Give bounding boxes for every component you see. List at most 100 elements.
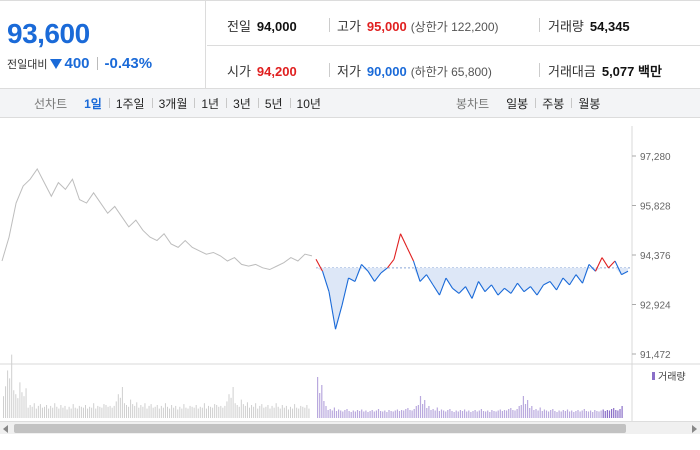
today-line-segment bbox=[523, 286, 531, 293]
volume-bar-prev bbox=[150, 404, 152, 418]
volume-bar-prev bbox=[306, 405, 308, 418]
today-line-segment bbox=[491, 284, 499, 296]
volume-legend-label: 거래량 bbox=[658, 371, 686, 383]
volume-bar-today bbox=[390, 411, 392, 418]
volume-bar-prev bbox=[87, 408, 89, 418]
volume-bar-today bbox=[392, 411, 394, 418]
period-5y[interactable]: 5년 bbox=[257, 95, 290, 112]
volume-bar-today bbox=[472, 411, 474, 418]
horizontal-scrollbar[interactable] bbox=[0, 421, 700, 434]
today-line-segment bbox=[465, 286, 473, 299]
volume-bar-today bbox=[373, 411, 375, 418]
volume-bar-prev bbox=[244, 405, 246, 418]
volume-bar-today bbox=[419, 396, 422, 418]
volume-bar-prev bbox=[29, 405, 31, 418]
volume-bar-today bbox=[377, 409, 380, 418]
volume-bar-today bbox=[459, 410, 461, 418]
volume-bar-today bbox=[487, 410, 489, 418]
volume-bar-today bbox=[606, 410, 608, 418]
volume-bar-prev bbox=[11, 354, 13, 418]
stat-label: 저가 bbox=[337, 64, 361, 79]
volume-bar-prev bbox=[103, 404, 105, 418]
volume-bar-today bbox=[333, 407, 335, 418]
volume-bar-today bbox=[510, 408, 512, 418]
volume-bar-prev bbox=[56, 406, 58, 418]
volume-bar-prev bbox=[164, 403, 166, 418]
volume-bar-prev bbox=[134, 405, 136, 418]
line-chart-group: 선차트 1일 1주일 3개월 1년 3년 5년 10년 bbox=[34, 89, 328, 118]
volume-bar-today bbox=[577, 410, 579, 418]
volume-bar-today bbox=[369, 411, 371, 418]
volume-bar-today bbox=[354, 411, 356, 418]
volume-bar-prev bbox=[236, 405, 238, 418]
volume-bar-prev bbox=[234, 403, 236, 418]
volume-bar-prev bbox=[146, 408, 148, 418]
today-line-segment bbox=[328, 291, 337, 330]
volume-bar-today bbox=[415, 406, 417, 418]
volume-bar-today bbox=[600, 410, 602, 418]
candle-monthly[interactable]: 월봉 bbox=[571, 95, 607, 112]
volume-bar-prev bbox=[99, 406, 101, 418]
volume-bar-today bbox=[405, 409, 407, 418]
volume-bar-prev bbox=[39, 404, 41, 418]
volume-bar-prev bbox=[232, 387, 234, 418]
stat-label: 전일 bbox=[227, 19, 251, 34]
volume-bar-prev bbox=[62, 407, 64, 418]
volume-bar-today bbox=[470, 412, 472, 418]
candle-chart-label: 봉차트 bbox=[456, 97, 490, 111]
volume-bar-today bbox=[352, 410, 354, 418]
volume-bar-today bbox=[319, 393, 321, 418]
chart-toolbar: 선차트 1일 1주일 3개월 1년 3년 5년 10년 봉차트 일봉 주봉 월봉 bbox=[0, 89, 700, 118]
volume-bar-prev bbox=[21, 392, 23, 418]
candle-weekly[interactable]: 주봉 bbox=[535, 95, 571, 112]
volume-bar-prev bbox=[109, 405, 111, 418]
volume-bar-prev bbox=[66, 409, 68, 418]
volume-bar-today bbox=[413, 409, 415, 418]
volume-bar-today bbox=[430, 410, 432, 418]
volume-bar-prev bbox=[72, 404, 74, 418]
today-line-segment bbox=[432, 284, 440, 296]
volume-bar-prev bbox=[89, 406, 91, 418]
volume-bar-prev bbox=[7, 370, 9, 418]
price-chart-svg: 97,280 95,828 94,376 92,924 91,472 거래량 bbox=[0, 126, 700, 422]
today-line-segment bbox=[562, 277, 570, 286]
y-tick-label: 94,376 bbox=[640, 251, 671, 262]
volume-bar-prev bbox=[117, 394, 119, 418]
scroll-left-arrow-icon[interactable] bbox=[3, 425, 8, 433]
volume-bar-today bbox=[346, 409, 348, 418]
period-3y[interactable]: 3년 bbox=[226, 95, 258, 112]
period-10y[interactable]: 10년 bbox=[289, 95, 328, 112]
volume-bar-today bbox=[495, 411, 497, 418]
volume-bar-prev bbox=[185, 407, 187, 418]
volume-bar-prev bbox=[183, 404, 185, 418]
volume-bar-today bbox=[447, 410, 449, 418]
volume-bar-prev bbox=[162, 407, 164, 418]
volume-bar-today bbox=[619, 409, 621, 418]
change-label: 전일대비 bbox=[7, 58, 48, 71]
scroll-right-arrow-icon[interactable] bbox=[692, 425, 697, 433]
period-1d[interactable]: 1일 bbox=[84, 97, 102, 111]
volume-bar-prev bbox=[267, 405, 269, 418]
period-1w[interactable]: 1주일 bbox=[108, 95, 152, 112]
volume-bar-today bbox=[422, 404, 424, 418]
stat-label: 고가 bbox=[337, 19, 361, 34]
today-line-segment bbox=[348, 277, 356, 282]
period-1y[interactable]: 1년 bbox=[194, 95, 226, 112]
volume-bar-prev bbox=[64, 405, 66, 418]
volume-bar-today bbox=[535, 409, 537, 418]
stat-open: 시가 94,200 bbox=[227, 61, 297, 80]
volume-bar-prev bbox=[128, 406, 130, 418]
candle-daily[interactable]: 일봉 bbox=[506, 97, 529, 111]
today-line-segment bbox=[361, 264, 369, 272]
volume-bar-prev bbox=[50, 405, 52, 418]
volume-bar-today bbox=[363, 411, 365, 418]
period-3m[interactable]: 3개월 bbox=[151, 95, 195, 112]
divider bbox=[329, 63, 330, 77]
volume-bar-today bbox=[480, 409, 482, 418]
stats-grid: 전일 94,000 고가 95,000 (상한가 122,200) 거래량 54… bbox=[207, 1, 700, 89]
volume-bar-prev bbox=[300, 405, 302, 418]
scroll-thumb[interactable] bbox=[14, 424, 626, 433]
volume-bar-today bbox=[575, 411, 577, 418]
volume-bar-today bbox=[327, 410, 329, 418]
volume-bar-today bbox=[489, 412, 491, 418]
